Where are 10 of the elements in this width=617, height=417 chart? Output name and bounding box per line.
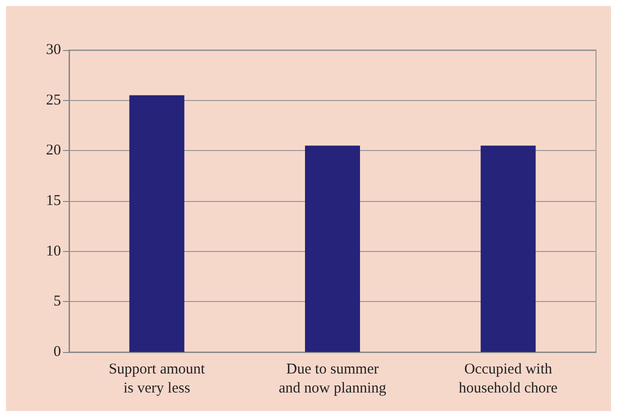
y-tick-label: 25 <box>46 92 61 108</box>
x-tick-label: Support amount is very less <box>108 362 206 396</box>
x-tick-label: Due to summer and now planning <box>278 362 387 396</box>
y-tick-label: 5 <box>54 294 61 310</box>
y-tick-label: 15 <box>46 193 61 209</box>
y-tick-label: 20 <box>46 142 61 159</box>
y-tick-label: 30 <box>46 42 61 58</box>
y-tick-label: 0 <box>54 344 61 360</box>
y-tick-label: 10 <box>46 243 61 260</box>
x-tick-label: Occupied with household chore <box>458 362 558 396</box>
